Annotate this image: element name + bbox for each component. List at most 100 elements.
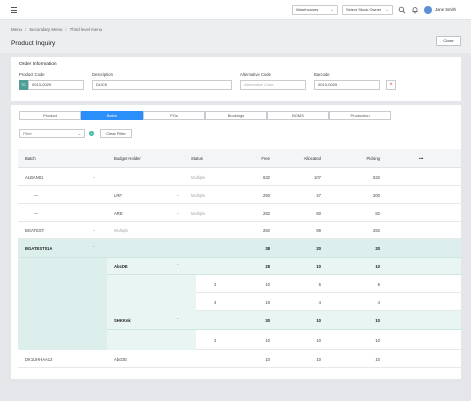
budget-holder-cell: SHKKnk bbox=[114, 318, 131, 323]
header-free[interactable]: Free bbox=[261, 156, 270, 161]
picking-cell: 282 bbox=[373, 228, 380, 233]
warehouse-select-value: Warehouses bbox=[296, 7, 319, 12]
table-row[interactable]: BGATEST ⌄ Multiple 282 89 282 bbox=[18, 222, 461, 239]
tab-production[interactable]: Production bbox=[329, 111, 391, 120]
picking-cell: 10 bbox=[375, 338, 380, 343]
picking-cell: 10 bbox=[375, 318, 380, 323]
table-row[interactable]: 2 10 10 10 bbox=[196, 330, 461, 350]
picking-cell: 10 bbox=[375, 264, 380, 269]
free-cell: 19 bbox=[265, 300, 270, 305]
filter-select[interactable]: Filter ⌄ bbox=[19, 129, 85, 138]
allocated-cell: 4 bbox=[318, 300, 321, 305]
search-icon[interactable] bbox=[398, 6, 406, 14]
picking-cell: 6 bbox=[377, 282, 380, 287]
header-budget-holder[interactable]: Budget Holder bbox=[114, 156, 141, 161]
table-row[interactable]: 2 10 6 6 bbox=[196, 275, 461, 293]
table-row[interactable]: 4 19 4 4 bbox=[196, 293, 461, 311]
table-row[interactable]: ALBAN01 ⌄ Multiple 632 107 632 bbox=[18, 168, 461, 186]
batch-panel: Product Batch POs Bookings BOMS Producti… bbox=[11, 105, 461, 379]
product-code-tag: TC bbox=[19, 80, 28, 90]
status-cell: Multiple bbox=[114, 228, 129, 233]
budget-holder-cell: AbcDE bbox=[114, 357, 128, 362]
table-row[interactable]: AbcDE ⌃ 28 10 10 bbox=[107, 258, 461, 275]
clear-icon[interactable]: × bbox=[386, 80, 396, 90]
tab-pos[interactable]: POs bbox=[143, 111, 205, 120]
free-cell: 250 bbox=[263, 193, 270, 198]
table-row[interactable]: — ARE ⌄ Multiple 282 60 82 bbox=[18, 204, 461, 222]
allocated-cell: 47 bbox=[316, 193, 321, 198]
allocated-cell: 60 bbox=[316, 211, 321, 216]
table-row[interactable]: DK1UHHAA12 AbcDE 10 10 10 bbox=[18, 350, 461, 368]
header-allocated[interactable]: Allocated bbox=[303, 156, 321, 161]
batch-cell: BGATEST01A bbox=[25, 246, 53, 251]
picking-cell: 632 bbox=[373, 175, 380, 180]
table-row[interactable]: SHKKnk ⌃ 30 10 10 bbox=[107, 311, 461, 330]
chevron-down-icon[interactable]: ⌄ bbox=[92, 227, 96, 232]
batch-cell: DK1UHHAA12 bbox=[25, 357, 53, 362]
chevron-up-icon[interactable]: ⌃ bbox=[92, 245, 96, 250]
breadcrumb-item[interactable]: Menu bbox=[11, 27, 22, 32]
close-button[interactable]: Close bbox=[436, 36, 461, 46]
add-filter-icon[interactable]: + bbox=[89, 131, 94, 136]
more-options-icon[interactable]: ••• bbox=[419, 156, 424, 161]
product-code-label: Product Code bbox=[19, 72, 45, 77]
header-batch[interactable]: Batch bbox=[25, 156, 36, 161]
tab-bookings[interactable]: Bookings bbox=[205, 111, 267, 120]
chevron-down-icon[interactable]: ⌄ bbox=[92, 174, 96, 179]
picking-cell: 200 bbox=[373, 193, 380, 198]
avatar[interactable] bbox=[424, 6, 432, 14]
status-cell: Multiple bbox=[191, 211, 206, 216]
page-title: Product Inquiry bbox=[11, 40, 56, 47]
tab-product[interactable]: Product bbox=[19, 111, 81, 120]
breadcrumb-item[interactable]: Third level menu bbox=[69, 27, 103, 32]
status-cell: 2 bbox=[214, 282, 217, 287]
description-field[interactable]: DUCK bbox=[92, 80, 232, 90]
free-cell: 28 bbox=[265, 264, 270, 269]
allocated-cell: 107 bbox=[314, 175, 321, 180]
status-cell: 2 bbox=[214, 338, 217, 343]
allocated-cell: 10 bbox=[316, 264, 321, 269]
alternative-code-label: Alternative Code bbox=[240, 72, 271, 77]
status-cell: 4 bbox=[214, 300, 217, 305]
stock-owner-select-value: Select Stock Owner bbox=[346, 7, 382, 12]
stock-owner-select[interactable]: Select Stock Owner ⌄ bbox=[342, 5, 393, 15]
table-row[interactable]: BGATEST01A ⌃ 38 20 20 bbox=[18, 239, 461, 258]
hamburger-menu-icon[interactable] bbox=[11, 7, 17, 15]
budget-holder-cell: LRF bbox=[114, 193, 122, 198]
chevron-down-icon: ⌄ bbox=[330, 7, 334, 12]
user-name[interactable]: Jane Smith bbox=[435, 7, 456, 12]
tab-batch[interactable]: Batch bbox=[81, 111, 143, 120]
breadcrumb-item[interactable]: Secondary Menu bbox=[29, 27, 63, 32]
allocated-cell: 10 bbox=[316, 338, 321, 343]
batch-cell: BGATEST bbox=[25, 228, 45, 233]
header-picking[interactable]: Picking bbox=[366, 156, 381, 161]
chevron-down-icon: ⌄ bbox=[77, 131, 81, 136]
free-cell: 10 bbox=[265, 338, 270, 343]
barcode-field[interactable]: 0013-0029 bbox=[314, 80, 380, 90]
bell-icon[interactable] bbox=[411, 6, 419, 14]
free-cell: 282 bbox=[263, 228, 270, 233]
tab-boms[interactable]: BOMS bbox=[267, 111, 329, 120]
batch-cell: — bbox=[34, 211, 39, 216]
order-information-title: Order Information bbox=[19, 62, 57, 67]
allocated-cell: 10 bbox=[316, 357, 321, 362]
clear-filter-button[interactable]: Clear Filter bbox=[100, 129, 132, 138]
alternative-code-field[interactable]: Alternative Code bbox=[240, 80, 306, 90]
warehouse-select[interactable]: Warehouses ⌄ bbox=[292, 5, 338, 15]
chevron-down-icon[interactable]: ⌄ bbox=[176, 210, 180, 215]
barcode-label: Barcode bbox=[314, 72, 330, 77]
product-code-field[interactable]: 0013-0029 bbox=[28, 80, 84, 90]
picking-cell: 82 bbox=[375, 211, 380, 216]
allocated-cell: 20 bbox=[316, 246, 321, 251]
free-cell: 632 bbox=[263, 175, 270, 180]
chevron-up-icon[interactable]: ⌃ bbox=[176, 263, 180, 268]
breadcrumb: Menu / Secondary Menu / Third level menu bbox=[11, 27, 102, 32]
description-label: Description bbox=[92, 72, 113, 77]
header-status[interactable]: Status bbox=[191, 156, 203, 161]
table-row[interactable]: — LRF ⌄ Multiple 250 47 200 bbox=[18, 186, 461, 204]
chevron-down-icon[interactable]: ⌄ bbox=[176, 192, 180, 197]
allocated-cell: 10 bbox=[316, 318, 321, 323]
free-cell: 38 bbox=[265, 246, 270, 251]
chevron-up-icon[interactable]: ⌃ bbox=[176, 317, 180, 322]
free-cell: 10 bbox=[265, 357, 270, 362]
